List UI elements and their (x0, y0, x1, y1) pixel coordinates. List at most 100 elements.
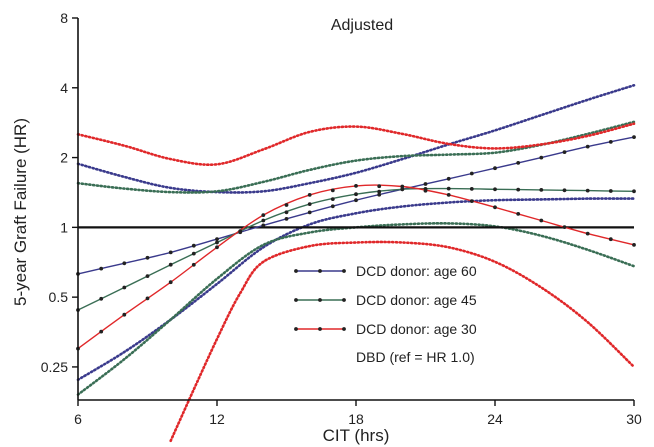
series-point-1 (99, 296, 104, 301)
series-point-2 (261, 213, 266, 218)
series-point-0 (585, 144, 590, 149)
series-point-1 (469, 187, 474, 191)
series-point-0 (191, 243, 196, 248)
series-point-2 (215, 245, 219, 250)
series-point-2 (608, 237, 613, 242)
series-point-2 (469, 199, 474, 204)
series-point-2 (423, 188, 428, 193)
x-tick-label: 30 (626, 411, 642, 427)
series-point-2 (307, 193, 312, 197)
series-point-0 (377, 192, 382, 197)
series-point-2 (354, 184, 358, 188)
y-tick-label: 8 (60, 10, 68, 26)
legend-marker (294, 298, 298, 302)
x-tick-label: 18 (348, 411, 364, 427)
series-point-1 (539, 188, 544, 192)
y-tick-label: 2 (60, 150, 68, 166)
series-point-2 (99, 329, 104, 334)
series-point-1 (400, 187, 405, 192)
y-tick-label: 0.5 (49, 289, 69, 305)
series-point-1 (562, 188, 567, 193)
series-point-0 (168, 250, 173, 255)
series-point-0 (145, 255, 150, 260)
series-point-0 (446, 176, 451, 181)
y-tick-label: 0.25 (41, 359, 68, 375)
x-tick-label: 24 (487, 411, 503, 427)
series-point-2 (585, 231, 590, 236)
series-point-1 (307, 202, 312, 207)
series-point-0 (215, 237, 219, 242)
series-point-2 (191, 262, 196, 267)
series-point-1 (261, 218, 266, 223)
legend-marker (294, 269, 298, 273)
chart-title: Adjusted (331, 17, 393, 34)
legend-label-2: DCD donor: age 30 (356, 321, 477, 337)
legend: DCD donor: age 60 DCD donor: age 45 DCD do… (294, 263, 477, 365)
series-point-2 (562, 225, 567, 230)
ci-lower-2 (169, 240, 636, 443)
series-point-1 (330, 197, 335, 202)
series-point-1 (191, 251, 196, 256)
legend-marker (294, 327, 298, 331)
series-point-2 (446, 193, 451, 197)
series-point-2 (238, 229, 243, 234)
series-point-0 (423, 182, 428, 186)
y-tick-label: 1 (60, 219, 68, 235)
series-point-0 (307, 210, 312, 215)
series-point-0 (99, 266, 104, 271)
legend-marker (318, 269, 322, 273)
x-axis-title: CIT (hrs) (323, 426, 390, 445)
series-point-2 (145, 296, 150, 301)
y-tick-label: 4 (60, 80, 68, 96)
legend-label-0: DCD donor: age 60 (356, 263, 477, 279)
legend-marker (342, 327, 346, 331)
x-tick-label: 12 (209, 411, 225, 427)
series-point-1 (377, 189, 382, 194)
series-point-2 (330, 188, 335, 193)
ci-lower-1 (76, 222, 636, 396)
legend-marker (342, 298, 346, 302)
series-point-2 (122, 312, 127, 317)
series-point-0 (330, 204, 335, 209)
series-point-0 (469, 171, 474, 176)
series-point-2 (168, 280, 173, 285)
series-point-2 (377, 184, 382, 189)
series-point-2 (493, 205, 497, 210)
x-tick-label: 6 (74, 411, 82, 427)
series-lines (76, 135, 636, 351)
series-point-2 (516, 212, 521, 216)
series-point-2 (632, 243, 636, 247)
ci-upper-2 (76, 122, 636, 166)
series-point-0 (354, 198, 358, 203)
series-point-1 (446, 186, 451, 191)
series-point-0 (122, 261, 127, 266)
series-point-1 (215, 240, 219, 245)
series-point-1 (516, 187, 521, 192)
series-point-1 (122, 285, 127, 290)
series-point-1 (585, 188, 590, 193)
series-point-0 (608, 140, 613, 144)
legend-label-reference: DBD (ref = HR 1.0) (356, 349, 475, 365)
series-point-0 (493, 166, 497, 171)
series-point-1 (354, 192, 358, 197)
series-point-0 (562, 150, 567, 155)
series-point-2 (539, 218, 544, 223)
series-point-2 (284, 203, 289, 207)
series-point-1 (632, 189, 636, 194)
ci-upper-0 (76, 84, 636, 194)
series-point-1 (493, 187, 497, 192)
series-point-0 (261, 223, 266, 228)
series-point-0 (516, 161, 521, 165)
series-point-2 (400, 184, 405, 189)
series-point-0 (632, 135, 636, 140)
series-point-1 (284, 210, 289, 215)
legend-marker (318, 327, 322, 331)
y-axis-title: 5-year Graft Failure (HR) (11, 118, 30, 306)
series-point-1 (168, 262, 173, 267)
legend-label-1: DCD donor: age 45 (356, 292, 477, 308)
series-point-0 (284, 217, 289, 221)
legend-marker (342, 269, 346, 273)
series-point-0 (539, 155, 544, 160)
legend-marker (318, 298, 322, 302)
